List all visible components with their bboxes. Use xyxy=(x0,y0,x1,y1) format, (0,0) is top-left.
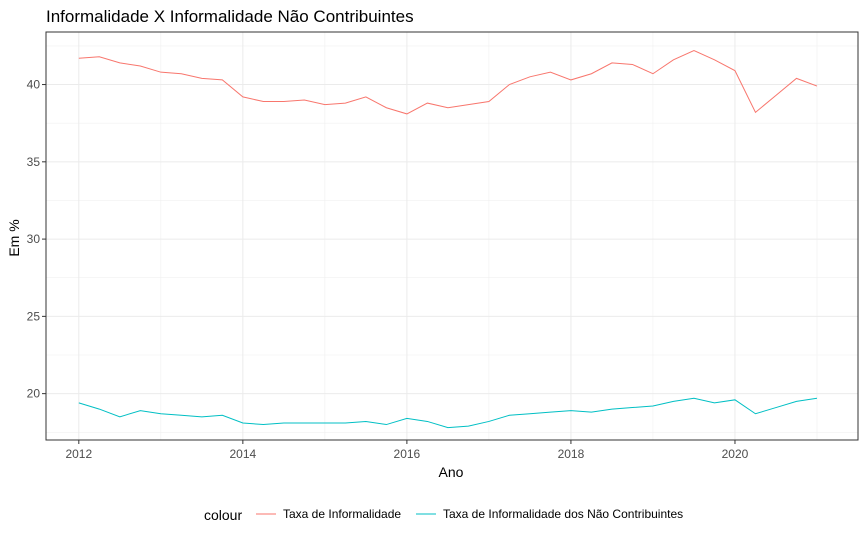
y-tick-label: 20 xyxy=(27,387,41,401)
y-tick-label: 30 xyxy=(27,232,41,246)
major-gridlines xyxy=(46,32,858,440)
x-tick-label: 2020 xyxy=(722,447,749,461)
legend-items: Taxa de Informalidade Taxa de Informalida… xyxy=(256,507,683,521)
x-tick-label: 2018 xyxy=(558,447,585,461)
y-axis-title: Em % xyxy=(6,219,22,256)
legend-label-2: Taxa de Informalidade dos Não Contribuin… xyxy=(443,507,683,521)
legend-label-1: Taxa de Informalidade xyxy=(283,507,401,521)
y-tick-label: 35 xyxy=(27,155,41,169)
chart-title: Informalidade X Informalidade Não Contri… xyxy=(46,7,414,26)
x-tick-label: 2012 xyxy=(65,447,92,461)
y-tick-label: 40 xyxy=(27,78,41,92)
plot-background xyxy=(46,32,858,440)
x-tick-label: 2016 xyxy=(394,447,421,461)
x-axis: 2012 2014 2016 2018 2020 xyxy=(65,440,749,461)
minor-gridlines xyxy=(46,32,858,440)
plot-area xyxy=(46,32,858,440)
legend: colour Taxa de Informalidade Taxa de Info… xyxy=(204,507,683,523)
legend-title: colour xyxy=(204,507,242,523)
y-axis: 20 25 30 35 40 xyxy=(27,78,46,401)
series-line-2 xyxy=(78,397,818,429)
series-line-1 xyxy=(78,50,818,115)
y-tick-label: 25 xyxy=(27,309,41,323)
series-layer xyxy=(78,50,818,429)
panel-border xyxy=(45,31,859,441)
x-axis-title: Ano xyxy=(439,464,464,480)
x-tick-label: 2014 xyxy=(229,447,256,461)
panel-frame xyxy=(45,31,859,441)
